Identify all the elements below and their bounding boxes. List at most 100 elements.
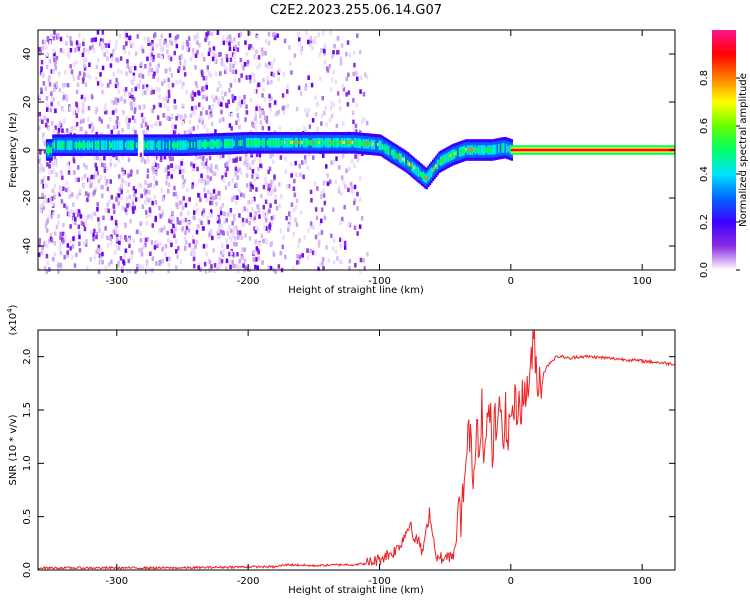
spectrogram-ridge-cell	[439, 158, 443, 165]
snr-ytick-label: 1.0	[22, 455, 33, 471]
spectrogram-ridge-cell	[443, 156, 446, 163]
spectrogram-noise-cell	[213, 171, 217, 176]
spectrogram-ridge-cell	[380, 140, 383, 151]
spectrogram-noise-cell	[139, 231, 142, 236]
snr-scale-suffix: )	[8, 304, 19, 308]
spectrogram-noise-cell	[172, 223, 175, 229]
spectrogram-ridge-cell	[324, 139, 327, 146]
spectrogram-ridge-cell	[255, 139, 258, 146]
spectrogram-noise-cell	[269, 154, 272, 159]
spectrogram-noise-cell	[146, 237, 149, 242]
spectrogram-noise-cell	[162, 97, 166, 102]
spectrogram-noise-cell	[160, 47, 163, 52]
spectrogram-noise-cell	[359, 269, 362, 274]
spectrogram-noise-cell	[141, 204, 144, 209]
spectrogram-noise-cell	[82, 58, 86, 63]
spectrogram-ridge-cell	[241, 140, 244, 146]
spectrogram-noise-cell	[279, 155, 283, 160]
spectrogram-noise-cell	[121, 128, 124, 133]
spectrogram-noise-cell	[290, 173, 293, 178]
spectrogram-ridge-cell	[476, 147, 479, 153]
spectrogram-noise-cell	[158, 261, 161, 266]
spectrogram-noise-cell	[349, 181, 353, 187]
spectrogram-noise-cell	[140, 158, 143, 163]
spectrogram-noise-cell	[126, 121, 130, 127]
spectrogram-noise-cell	[72, 110, 75, 115]
spectrogram-noise-cell	[117, 263, 120, 268]
spectrogram-noise-cell	[40, 66, 43, 71]
spectrogram-noise-cell	[78, 190, 81, 196]
spectrogram-noise-cell	[128, 118, 131, 123]
spectrogram-noise-cell	[106, 56, 109, 61]
spectrogram-noise-cell	[94, 162, 97, 168]
spectrogram-noise-cell	[238, 213, 241, 218]
spectrogram-noise-cell	[173, 99, 177, 104]
spectrogram-noise-cell	[104, 103, 107, 108]
spectrogram-noise-cell	[42, 72, 45, 78]
spectrogram-noise-cell	[53, 87, 56, 92]
spectrogram-ridge-cell	[121, 140, 124, 150]
spectrogram-noise-cell	[48, 82, 52, 87]
spectrogram-noise-cell	[334, 249, 338, 254]
spectrogram-noise-cell	[106, 235, 109, 241]
spectrogram-noise-cell	[229, 38, 233, 43]
spectrogram-noise-cell	[98, 228, 101, 233]
spectrogram-noise-cell	[174, 191, 178, 197]
spectrogram-noise-cell	[48, 59, 52, 64]
spectrogram-noise-cell	[143, 116, 147, 122]
spectrogram-xtick-label: -300	[105, 276, 128, 287]
spectrogram-noise-cell	[159, 214, 162, 219]
spectrogram-noise-cell	[243, 247, 246, 252]
spectrogram-noise-cell	[218, 256, 221, 262]
spectrogram-noise-cell	[175, 202, 178, 207]
spectrogram-noise-cell	[136, 169, 139, 175]
spectrogram-noise-cell	[304, 107, 307, 113]
spectrogram-noise-cell	[290, 161, 293, 167]
spectrogram-noise-cell	[265, 215, 268, 220]
spectrogram-noise-cell	[260, 233, 264, 239]
spectrogram-peak-cell	[283, 140, 287, 144]
spectrogram-noise-cell	[52, 97, 55, 102]
colorbar-tick-label: 0.4	[699, 166, 710, 182]
spectrogram-noise-cell	[215, 201, 218, 207]
spectrogram-ridge-cell	[116, 140, 119, 150]
spectrogram-noise-cell	[236, 230, 240, 235]
spectrogram-noise-cell	[272, 72, 275, 78]
spectrogram-noise-cell	[225, 161, 229, 166]
spectrogram-ridge-cell	[214, 141, 217, 147]
spectrogram-noise-cell	[50, 96, 54, 101]
spectrogram-noise-cell	[89, 257, 92, 262]
spectrogram-noise-cell	[306, 248, 309, 253]
spectrogram-noise-cell	[168, 67, 172, 72]
spectrogram-noise-cell	[145, 210, 148, 215]
spectrogram-noise-cell	[83, 163, 86, 168]
spectrogram-noise-cell	[253, 196, 256, 202]
spectrogram-noise-cell	[51, 169, 54, 175]
spectrogram-noise-cell	[114, 97, 117, 102]
spectrogram-noise-cell	[346, 102, 350, 107]
spectrogram-noise-cell	[309, 248, 312, 254]
spectrogram-noise-cell	[63, 70, 67, 75]
spectrogram-noise-cell	[41, 245, 44, 250]
spectrogram-noise-cell	[155, 181, 158, 186]
spectrogram-noise-cell	[347, 187, 350, 193]
spectrogram-noise-cell	[98, 41, 102, 47]
spectrogram-noise-cell	[86, 73, 89, 78]
spectrogram-noise-cell	[175, 80, 179, 85]
spectrogram-ridge-cell	[389, 143, 392, 160]
spectrogram-ridge-cell	[357, 140, 361, 147]
spectrogram-noise-cell	[71, 254, 74, 260]
spectrogram-noise-cell	[59, 48, 63, 53]
spectrogram-noise-cell	[307, 228, 310, 233]
spectrogram-ridge-cell	[391, 149, 394, 156]
spectrogram-noise-cell	[253, 89, 257, 94]
spectrogram-noise-cell	[58, 191, 62, 197]
spectrogram-noise-cell	[233, 52, 237, 57]
spectrogram-noise-cell	[104, 43, 107, 48]
spectrogram-ridge-cell	[406, 160, 409, 166]
spectrogram-noise-cell	[225, 266, 228, 271]
spectrogram-noise-cell	[299, 172, 302, 177]
spectrogram-noise-cell	[116, 245, 119, 250]
spectrogram-noise-cell	[343, 245, 347, 250]
spectrogram-noise-cell	[67, 187, 70, 192]
